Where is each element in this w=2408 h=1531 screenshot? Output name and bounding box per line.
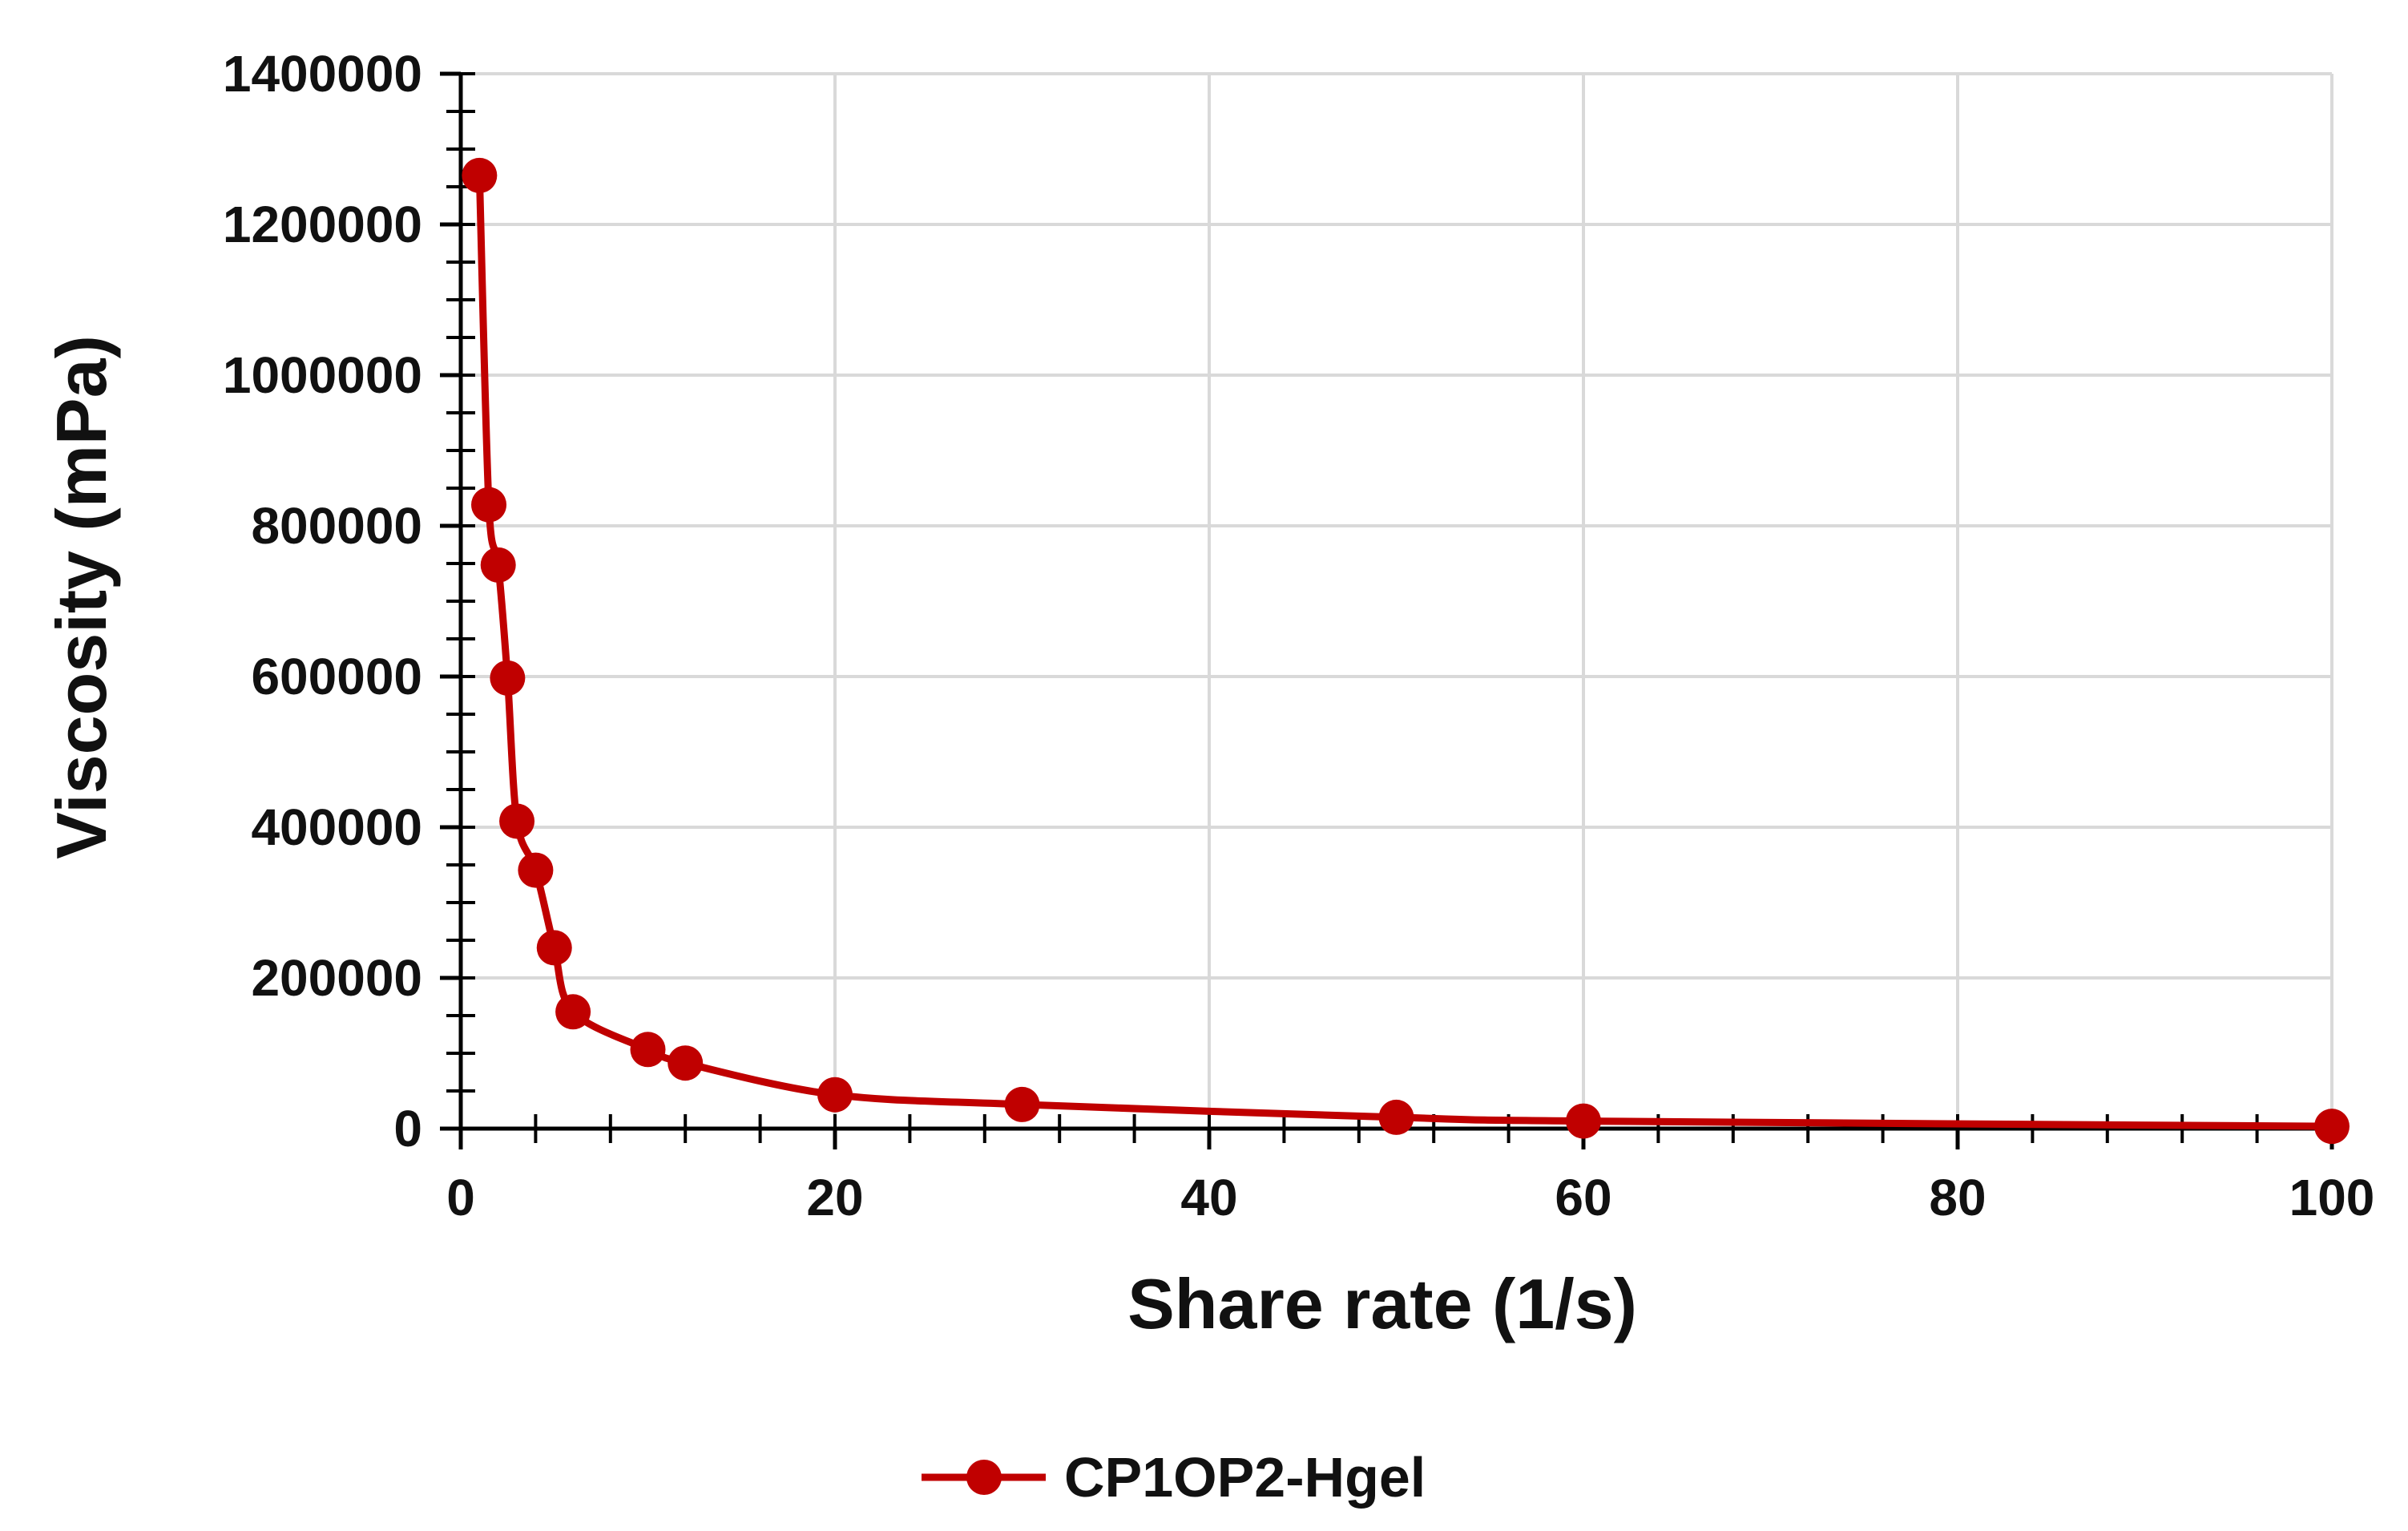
legend-marker-swatch: [966, 1460, 1002, 1495]
data-point: [668, 1045, 704, 1081]
data-point: [471, 487, 507, 523]
y-axis-title: Viscosity (mPa): [42, 335, 121, 859]
grid-layer: [461, 72, 2333, 1129]
y-tick-label: 800000: [251, 497, 422, 555]
data-point: [518, 852, 554, 888]
data-point: [555, 994, 591, 1030]
y-tick-label: 400000: [251, 798, 422, 856]
legend-label-cp1op2-hgel: CP1OP2-Hgel: [1064, 1446, 1426, 1509]
x-tick-label: 0: [446, 1169, 475, 1226]
series-layer: [462, 157, 2350, 1145]
y-tick-label: 1000000: [223, 346, 422, 404]
data-point: [630, 1032, 666, 1068]
data-point: [480, 547, 516, 583]
y-tick-label: 0: [393, 1100, 422, 1157]
data-point: [2314, 1109, 2350, 1145]
y-tick-label: 600000: [251, 648, 422, 705]
data-point: [817, 1077, 853, 1113]
legend: CP1OP2-Hgel: [922, 1446, 1426, 1509]
series-line-cp1op2-hgel: [475, 175, 2333, 1130]
data-point: [1566, 1103, 1601, 1139]
y-tick-label: 200000: [251, 949, 422, 1007]
data-point: [1378, 1099, 1414, 1135]
data-point: [490, 660, 526, 696]
label-layer: Viscosity (mPa) Share rate (1/s): [42, 335, 1637, 1343]
data-point: [499, 803, 535, 839]
y-tick-label: 1200000: [223, 196, 422, 253]
x-axis-title: Share rate (1/s): [1127, 1264, 1637, 1343]
y-tick-label: 1400000: [223, 45, 422, 103]
x-tick-label: 40: [1180, 1169, 1237, 1226]
axis-layer: 0 200000 400000 600000 800000 1000000 1200000 1…: [223, 45, 2375, 1226]
x-tick-label: 60: [1555, 1169, 1611, 1226]
x-tick-label: 100: [2289, 1169, 2375, 1226]
x-tick-label: 80: [1929, 1169, 1986, 1226]
data-point: [536, 930, 572, 966]
data-point: [1004, 1086, 1040, 1122]
data-point: [462, 157, 498, 193]
x-tick-label: 20: [806, 1169, 863, 1226]
